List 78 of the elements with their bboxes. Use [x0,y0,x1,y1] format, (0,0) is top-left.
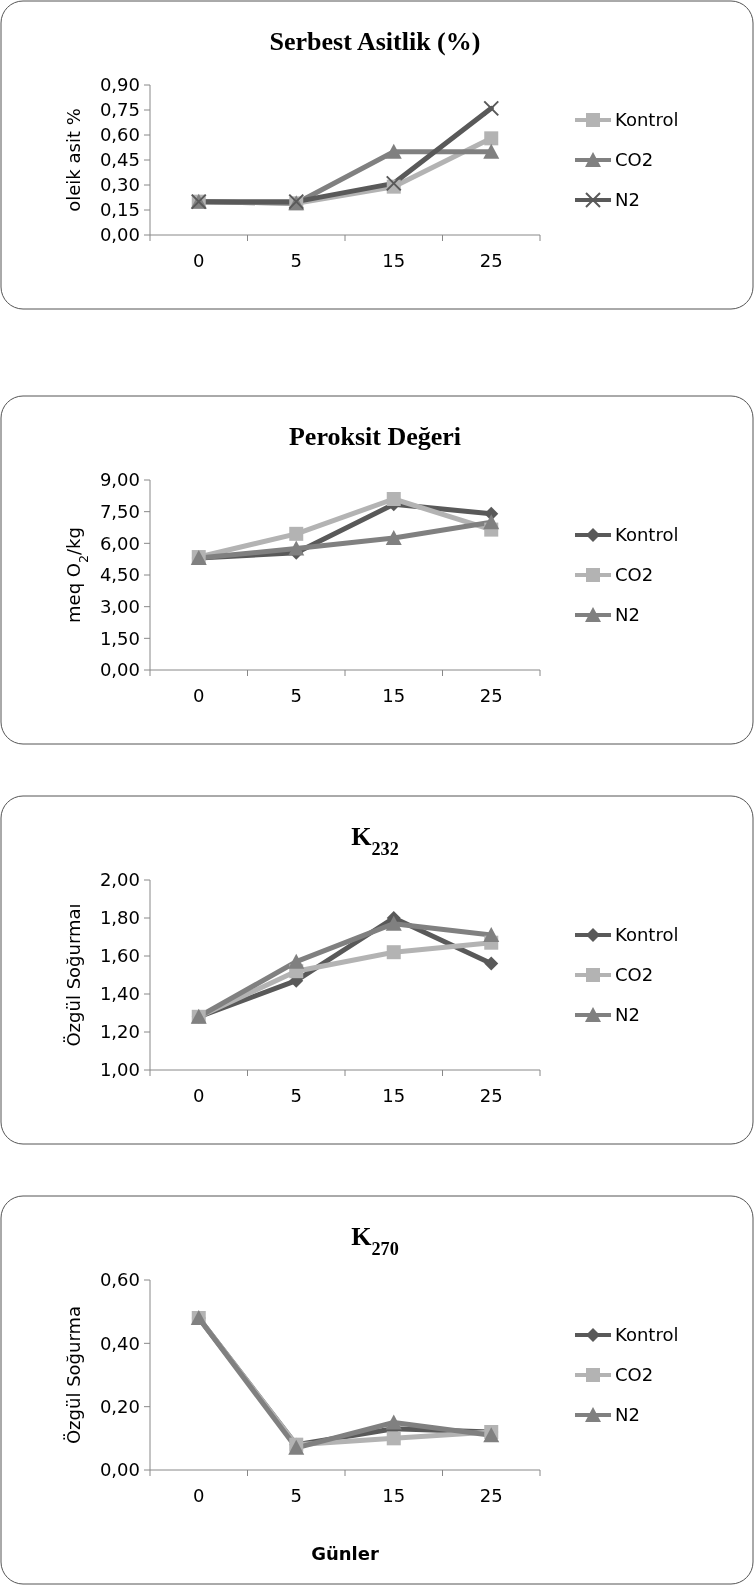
y-tick-label: 7,50 [99,500,140,522]
y-tick-label: 0,90 [99,74,140,96]
x-tick-label: 25 [479,1485,503,1506]
point [385,530,402,546]
y-tick-label: 0,15 [99,199,140,221]
legend-label: CO2 [615,564,654,586]
legend-label: Kontrol [615,924,679,946]
x-tick-label: 25 [479,1085,503,1106]
x-tick-label: 0 [193,1485,205,1506]
point [288,540,305,556]
point [385,175,402,192]
y-tick-label: 0,20 [99,1395,140,1417]
x-tick-label: 5 [290,1085,302,1106]
legend-label: N2 [615,1004,640,1026]
x-tick-label: 15 [382,250,406,271]
point [385,143,402,159]
y-axis-title: Özgül Soğurmaı [63,903,84,1047]
x-tick-label: 5 [290,250,302,271]
chart-title: Serbest Asitlik (%) [269,27,481,56]
legend-label: CO2 [615,964,654,986]
legend-label: CO2 [615,1364,654,1386]
y-tick-label: 4,50 [99,564,140,586]
point [385,915,402,931]
y-tick-label: 0,40 [99,1332,140,1354]
y-tick-label: 2,00 [99,869,140,891]
y-tick-label: 9,00 [99,469,140,491]
y-tick-label: 1,00 [99,1059,140,1081]
y-tick-label: 1,80 [99,907,140,929]
y-tick-label: 0,60 [99,124,140,146]
point [386,492,401,506]
x-tick-label: 5 [290,685,302,706]
legend-label: CO2 [615,149,654,171]
chart-title: K$_{270}$ [351,1222,399,1259]
point [483,927,500,943]
y-tick-label: 1,60 [99,945,140,967]
y-tick-label: 1,20 [99,1021,140,1043]
chart-title: K$_{232}$ [351,822,399,859]
point [484,956,499,971]
point [483,100,500,117]
x-tick-label: 0 [193,1085,205,1106]
legend-label: N2 [615,604,640,626]
x-tick-label: 25 [479,685,503,706]
x-tick-label: 0 [193,685,205,706]
x-tick-label: 0 [193,250,205,271]
y-tick-label: 3,00 [99,595,140,617]
point [386,945,401,960]
point [385,1414,402,1430]
y-tick-label: 0,60 [99,1269,140,1291]
x-tick-label: 5 [290,1485,302,1506]
y-tick-label: 0,75 [99,99,140,121]
y-tick-label: 1,40 [99,983,140,1005]
point [484,131,499,146]
point [288,953,305,969]
point [386,1431,401,1446]
y-tick-label: 6,00 [99,532,140,554]
legend-label: Kontrol [615,109,679,131]
point [483,143,500,159]
y-axis-title: Özgül Soğurma [63,1305,84,1445]
x-tick-label: 15 [382,1085,406,1106]
y-tick-label: 0,00 [99,224,140,246]
y-axis-title: oleik asit % [63,108,84,212]
y-tick-label: 0,00 [99,659,140,681]
y-tick-label: 0,00 [99,1459,140,1481]
y-tick-label: 0,45 [99,149,140,171]
x-tick-label: 25 [479,250,503,271]
point [289,526,304,541]
y-tick-label: 0,30 [99,174,140,196]
chart-title: Peroksit Değeri [288,422,462,451]
x-tick-label: 15 [382,685,406,706]
legend-label: Kontrol [615,524,679,546]
x-axis-title: Günler [311,1543,379,1564]
legend-label: Kontrol [615,1324,679,1346]
point [483,514,500,530]
legend-label: N2 [615,189,640,211]
point [483,1427,500,1443]
x-tick-label: 15 [382,1485,406,1506]
legend-label: N2 [615,1404,640,1426]
y-tick-label: 1,50 [99,627,140,649]
